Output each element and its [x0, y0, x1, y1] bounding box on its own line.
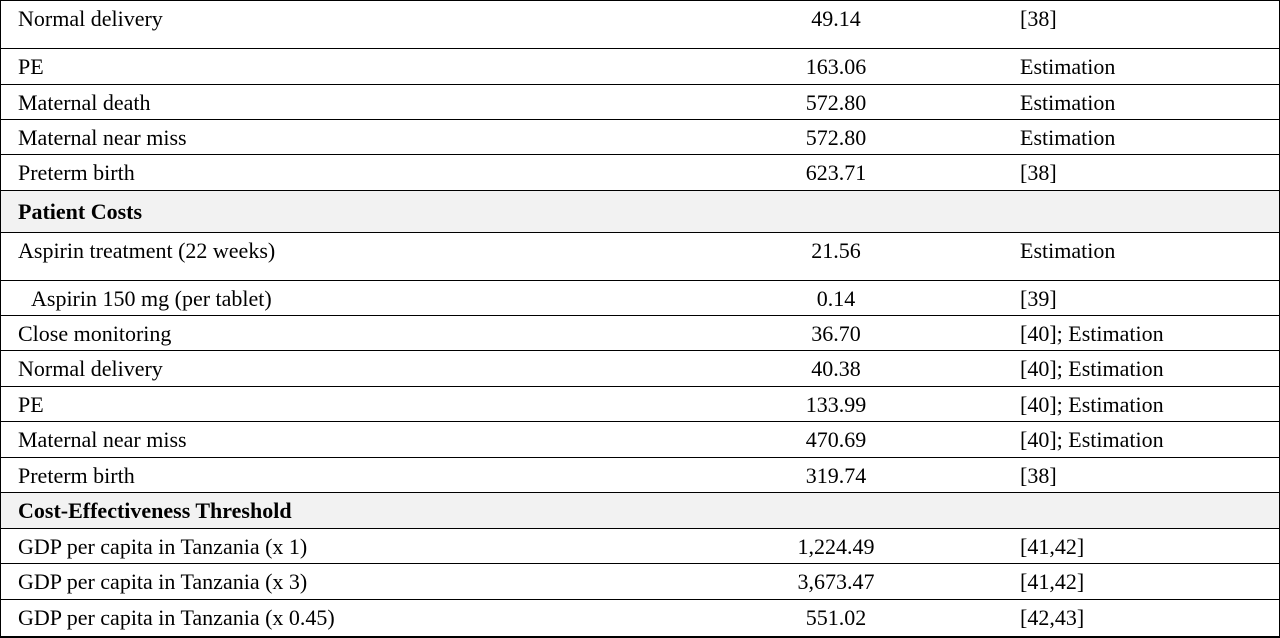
source: [40]; Estimation — [1020, 321, 1164, 346]
source: Estimation — [1020, 238, 1116, 263]
table-row: Maternal near miss 470.69 [40]; Estimation — [1, 422, 1279, 458]
table-row: GDP per capita in Tanzania (x 1) 1,224.49… — [1, 529, 1279, 564]
cost-value: 3,673.47 — [797, 569, 875, 594]
table-row: Aspirin 150 mg (per tablet) 0.14 [39] — [1, 281, 1279, 316]
item-label: GDP per capita in Tanzania (x 0.45) — [18, 605, 335, 630]
item-label: Preterm birth — [18, 160, 135, 185]
cost-value: 21.56 — [811, 238, 861, 263]
item-label: Aspirin treatment (22 weeks) — [18, 238, 276, 263]
item-label: PE — [18, 54, 44, 79]
table-row: Preterm birth 623.71 [38] — [1, 155, 1279, 191]
cost-value: 163.06 — [805, 54, 867, 79]
source: [38] — [1020, 463, 1057, 488]
source: [41,42] — [1020, 534, 1085, 559]
cost-value: 0.14 — [816, 286, 856, 311]
section-title: Patient Costs — [18, 198, 143, 224]
table-row: Preterm birth 319.74 [38] — [1, 458, 1279, 493]
item-label: Aspirin 150 mg (per tablet) — [31, 286, 272, 311]
source: Estimation — [1020, 125, 1116, 150]
item-label: GDP per capita in Tanzania (x 3) — [18, 569, 308, 594]
source: [39] — [1020, 286, 1057, 311]
section-row: Cost-Effectiveness Threshold — [1, 493, 1279, 529]
item-label: PE — [18, 392, 44, 417]
source: [42,43] — [1020, 605, 1085, 630]
item-label: Maternal death — [18, 90, 151, 115]
table-row: Aspirin treatment (22 weeks) 21.56 Estimat… — [1, 233, 1279, 281]
cost-value: 572.80 — [805, 90, 867, 115]
cost-value: 470.69 — [805, 427, 867, 452]
table-row: Maternal near miss 572.80 Estimation — [1, 120, 1279, 155]
cost-value: 40.38 — [811, 356, 861, 381]
cost-value: 572.80 — [805, 125, 867, 150]
table-row: Close monitoring 36.70 [40]; Estimation — [1, 316, 1279, 351]
cost-value: 551.02 — [805, 605, 867, 630]
table-row: Maternal death 572.80 Estimation — [1, 85, 1279, 120]
item-label: Normal delivery — [18, 6, 163, 31]
cost-value: 36.70 — [811, 321, 861, 346]
item-label: Normal delivery — [18, 356, 163, 381]
cost-value: 623.71 — [805, 160, 867, 185]
source: Estimation — [1020, 54, 1116, 79]
item-label: GDP per capita in Tanzania (x 1) — [18, 534, 308, 559]
item-label: Preterm birth — [18, 463, 135, 488]
source: [40]; Estimation — [1020, 427, 1164, 452]
table-row: Normal delivery 49.14 [38] — [1, 1, 1279, 49]
cost-value: 319.74 — [805, 463, 867, 488]
cost-value: 49.14 — [811, 6, 861, 31]
section-row: Patient Costs — [1, 191, 1279, 233]
section-title: Cost-Effectiveness Threshold — [18, 497, 292, 523]
cost-value: 133.99 — [805, 392, 867, 417]
cost-value: 1,224.49 — [797, 534, 875, 559]
source: [38] — [1020, 160, 1057, 185]
table-row: PE 133.99 [40]; Estimation — [1, 387, 1279, 422]
source: [40]; Estimation — [1020, 392, 1164, 417]
source: [40]; Estimation — [1020, 356, 1164, 381]
source: [38] — [1020, 6, 1057, 31]
item-label: Maternal near miss — [18, 125, 187, 150]
item-label: Close monitoring — [18, 321, 172, 346]
source: Estimation — [1020, 90, 1116, 115]
table-row: Normal delivery 40.38 [40]; Estimation — [1, 351, 1279, 387]
table-row: GDP per capita in Tanzania (x 0.45) 551.0… — [1, 600, 1279, 637]
source: [41,42] — [1020, 569, 1085, 594]
table-row: PE 163.06 Estimation — [1, 49, 1279, 85]
table-row: GDP per capita in Tanzania (x 3) 3,673.47… — [1, 564, 1279, 600]
item-label: Maternal near miss — [18, 427, 187, 452]
